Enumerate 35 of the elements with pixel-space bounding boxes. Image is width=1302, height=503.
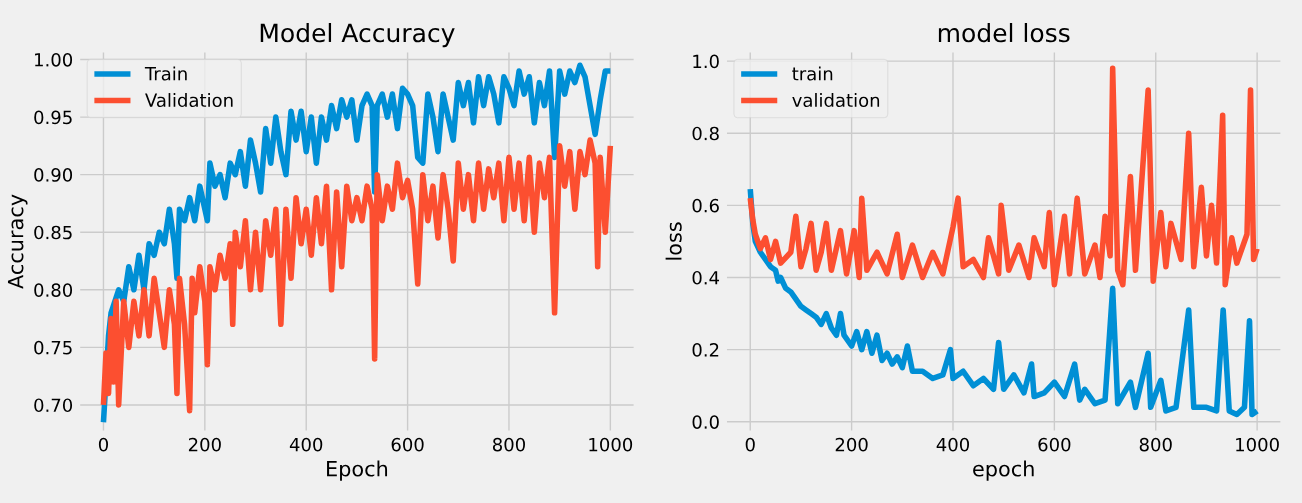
x-axis-title: epoch bbox=[973, 460, 1034, 481]
chart-title: Model Accuracy bbox=[260, 22, 455, 48]
y-tick-label: 0.4 bbox=[692, 270, 720, 285]
legend-label: train bbox=[792, 66, 833, 81]
legend-label: Validation bbox=[145, 93, 233, 108]
y-axis-title: Accuracy bbox=[7, 194, 28, 289]
x-tick-label: 200 bbox=[835, 437, 868, 452]
x-tick-label: 400 bbox=[936, 437, 970, 452]
x-tick-label: 200 bbox=[188, 437, 221, 452]
x-tick-label: 600 bbox=[1038, 437, 1071, 452]
x-tick-label: 0 bbox=[745, 437, 755, 452]
chart-title: model loss bbox=[938, 22, 1070, 43]
y-tick-label: 0.95 bbox=[34, 110, 72, 125]
y-tick-label: 0.85 bbox=[34, 225, 72, 240]
y-tick-label: 0.6 bbox=[692, 198, 719, 213]
y-tick-label: 1.00 bbox=[35, 52, 73, 67]
x-tick-label: 400 bbox=[289, 437, 323, 452]
y-tick-label: 0.75 bbox=[34, 340, 72, 355]
legend-label: Train bbox=[144, 66, 187, 81]
x-tick-label: 800 bbox=[492, 437, 525, 452]
y-tick-label: 0.2 bbox=[692, 343, 719, 357]
x-tick-label: 0 bbox=[98, 437, 109, 452]
y-tick-label: 0.70 bbox=[34, 398, 73, 413]
y-tick-label: 0.0 bbox=[692, 415, 719, 429]
x-tick-label: 800 bbox=[1139, 437, 1172, 452]
y-tick-label: 0.90 bbox=[34, 168, 73, 182]
x-axis-title: Epoch bbox=[327, 460, 388, 481]
x-tick-label: 600 bbox=[391, 437, 424, 452]
y-tick-label: 1.0 bbox=[693, 54, 719, 69]
x-tick-label: 1000 bbox=[1236, 437, 1279, 452]
y-axis-title: loss bbox=[665, 222, 682, 260]
legend-label: validation bbox=[792, 93, 880, 108]
y-tick-label: 0.8 bbox=[692, 126, 719, 141]
x-tick-label: 1000 bbox=[589, 437, 633, 452]
y-tick-label: 0.80 bbox=[34, 283, 73, 297]
